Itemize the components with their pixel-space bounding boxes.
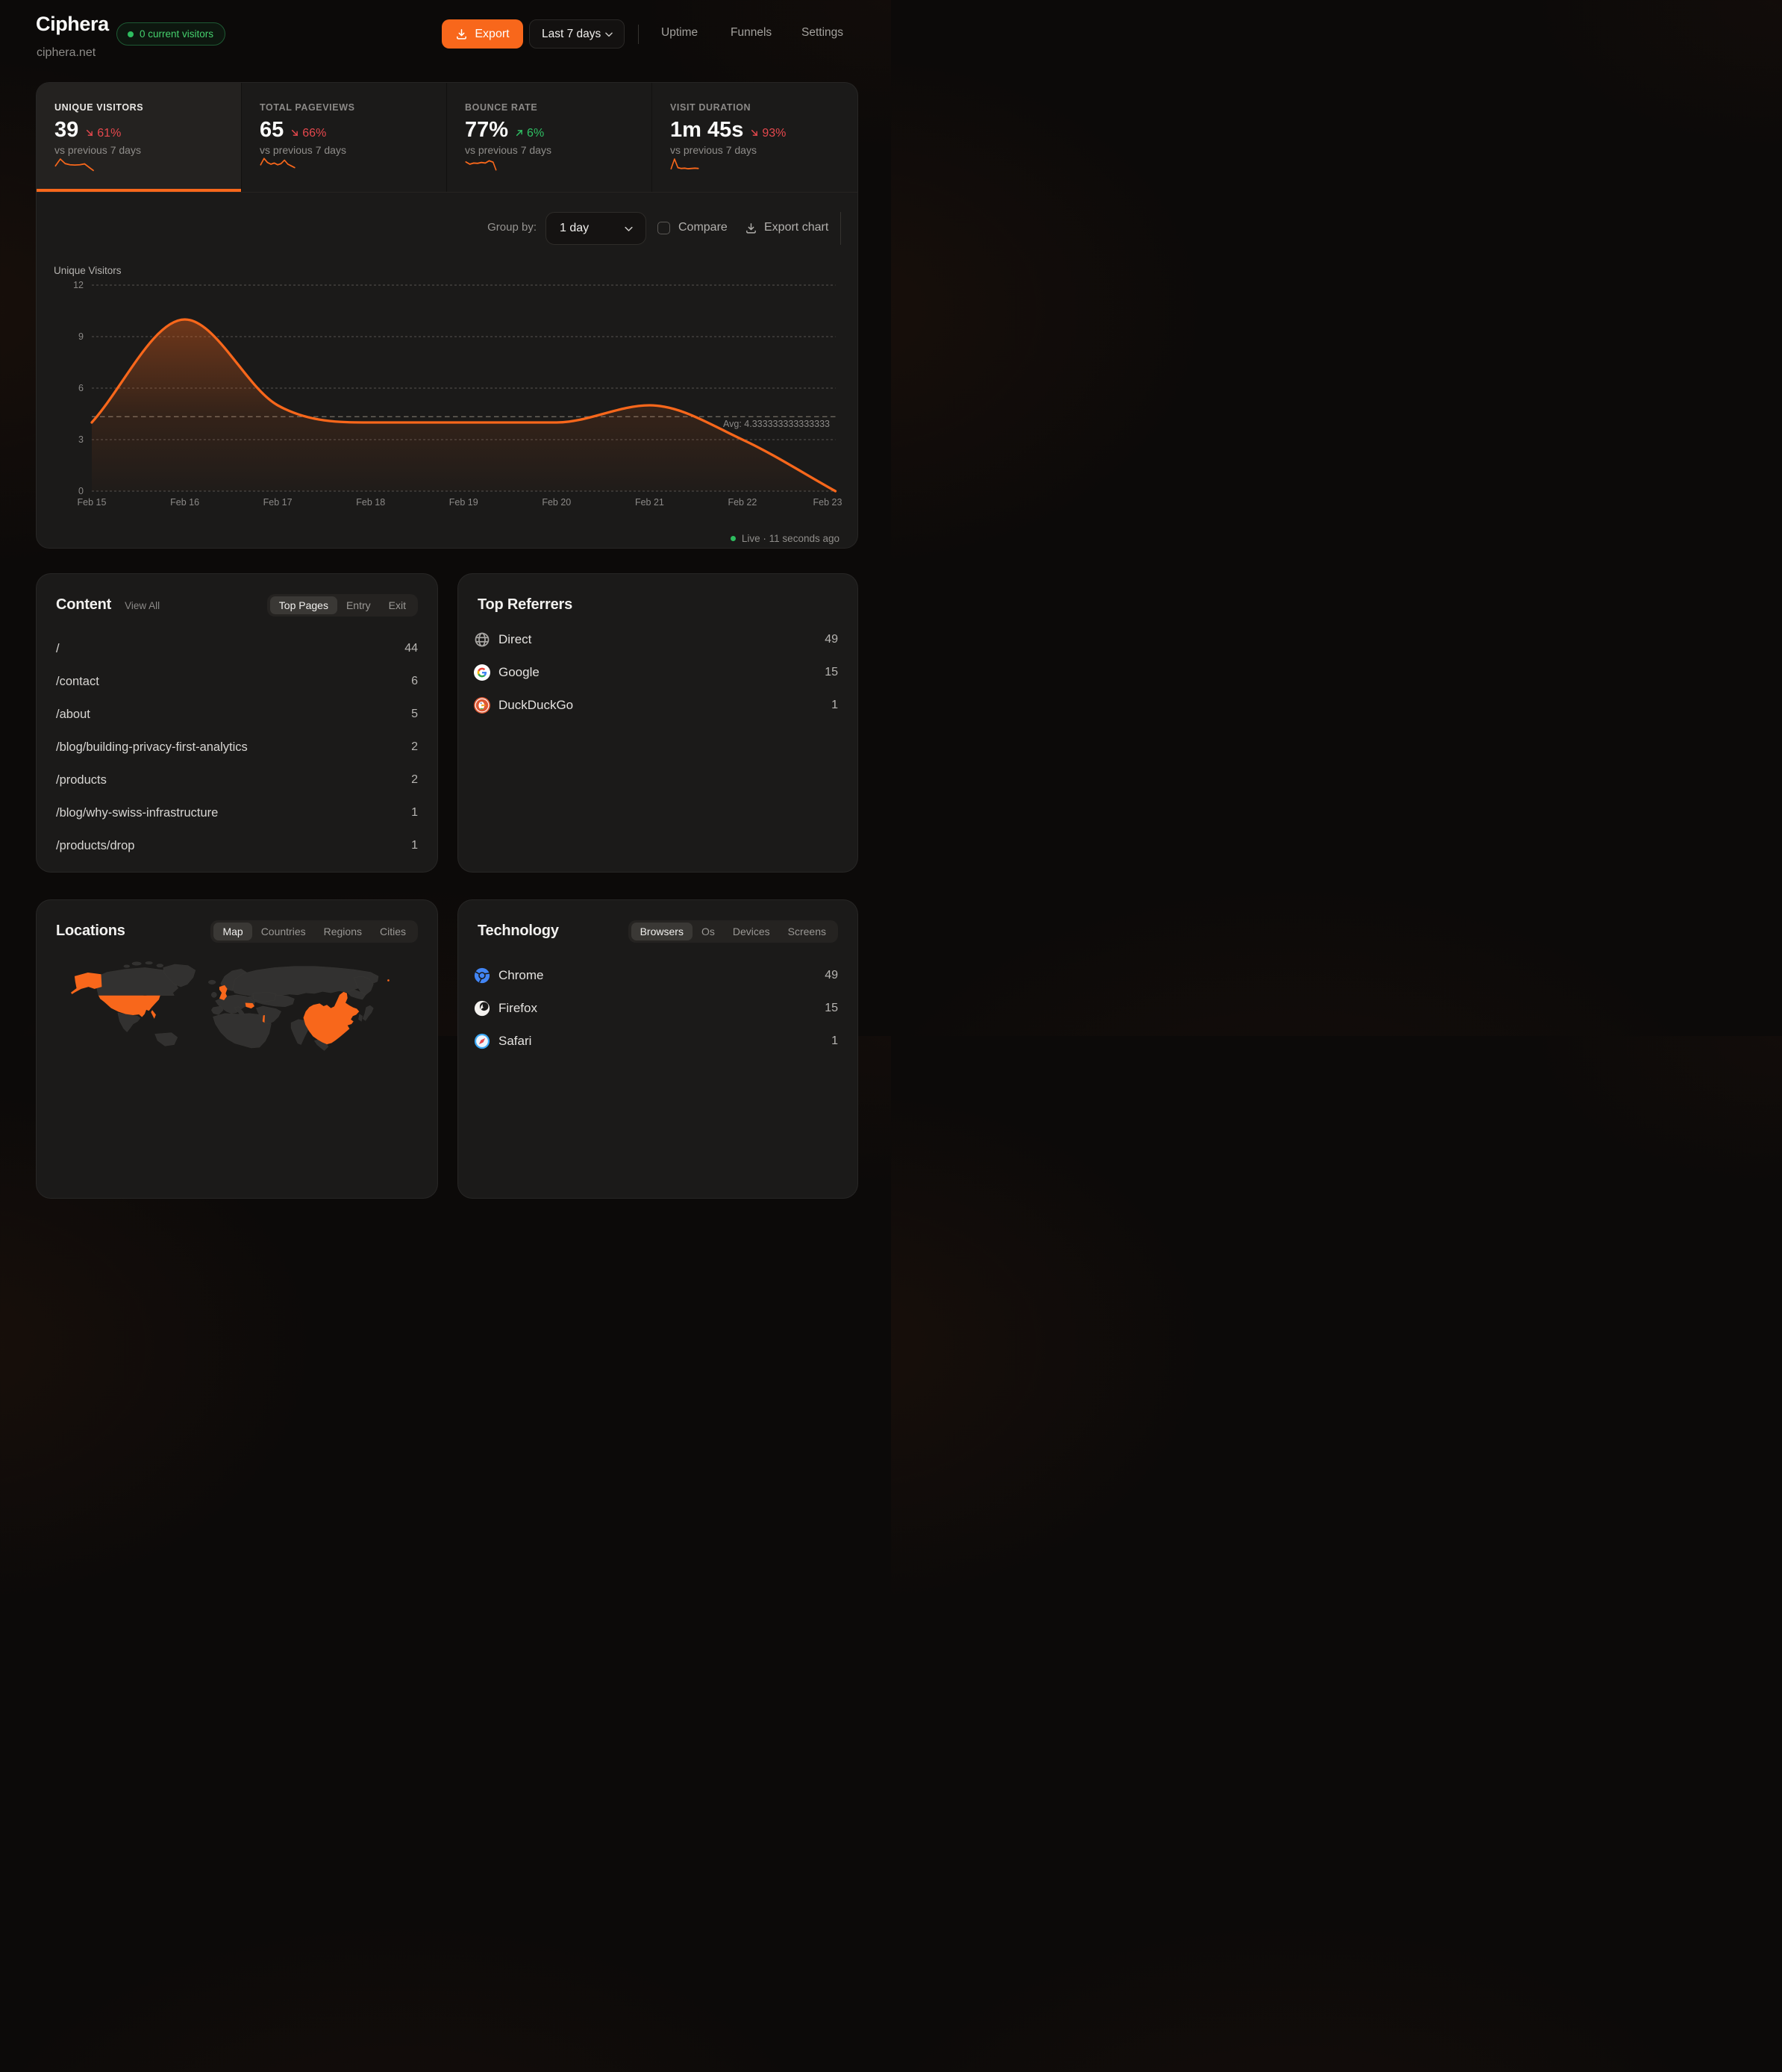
svg-text:9: 9: [78, 331, 84, 342]
svg-text:Feb 16: Feb 16: [170, 497, 199, 508]
svg-text:Avg: 4.333333333333333: Avg: 4.333333333333333: [723, 419, 830, 429]
svg-text:Unique Visitors: Unique Visitors: [54, 265, 122, 276]
svg-text:6: 6: [78, 383, 84, 393]
svg-text:Feb 23: Feb 23: [813, 497, 842, 508]
svg-text:Feb 21: Feb 21: [635, 497, 664, 508]
svg-text:Feb 17: Feb 17: [263, 497, 293, 508]
svg-text:0: 0: [78, 486, 84, 496]
svg-text:12: 12: [73, 280, 84, 290]
svg-text:3: 3: [78, 434, 84, 445]
svg-text:Feb 15: Feb 15: [78, 497, 107, 508]
svg-text:Feb 22: Feb 22: [728, 497, 757, 508]
svg-text:Feb 18: Feb 18: [356, 497, 385, 508]
svg-text:Feb 19: Feb 19: [449, 497, 478, 508]
svg-text:Feb 20: Feb 20: [542, 497, 571, 508]
